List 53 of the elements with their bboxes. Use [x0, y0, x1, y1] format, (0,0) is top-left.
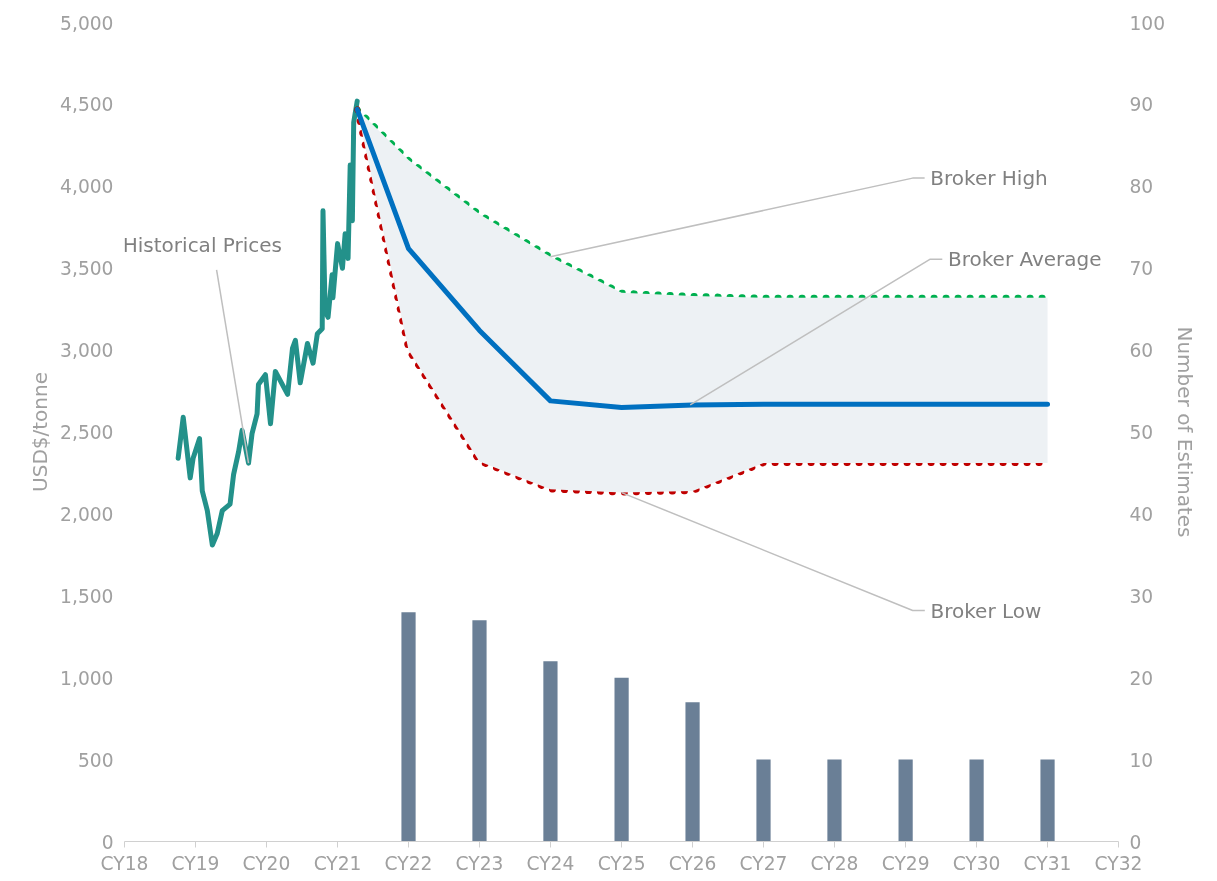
annotation: Broker Average	[947, 247, 1102, 272]
y2-tick-label: 40	[1129, 503, 1154, 525]
y-tick-label: 0	[101, 831, 114, 853]
annotation: Historical Prices	[122, 232, 282, 257]
y-tick-label: 2,500	[60, 422, 114, 443]
y2-tick-label: 0	[1129, 831, 1142, 853]
y-tick-label: 500	[77, 749, 114, 771]
y2-tick-label: 30	[1129, 585, 1154, 607]
x-tick-label: CY23	[455, 852, 504, 874]
bar	[543, 661, 558, 842]
y-tick-label: 4,000	[60, 176, 114, 198]
y-axis-title: USD$/tonne	[28, 372, 53, 492]
y2-tick-label: 20	[1129, 667, 1154, 689]
x-tick-label: CY29	[881, 852, 930, 874]
x-tick-label: CY20	[242, 852, 291, 874]
y2-tick-label: 80	[1129, 176, 1154, 198]
y-tick-label: 1,500	[60, 585, 114, 607]
x-tick-label: CY28	[810, 852, 859, 874]
y2-tick-label: 90	[1129, 94, 1154, 116]
y2-tick-label: 50	[1129, 422, 1154, 443]
x-tick-label: CY30	[952, 852, 1001, 874]
bar	[614, 677, 629, 842]
x-tick-label: CY22	[384, 852, 433, 874]
y2-tick-label: 60	[1129, 340, 1154, 362]
y-tick-label: 2,000	[60, 503, 114, 525]
bar	[472, 620, 487, 842]
y-tick-label: 5,000	[60, 12, 114, 34]
bar	[756, 759, 771, 842]
y2-tick-label: 70	[1129, 258, 1154, 280]
x-tick-label: CY32	[1094, 852, 1143, 874]
y2-axis-title: Number of Estimates	[1173, 326, 1198, 538]
annotation: Broker High	[930, 166, 1048, 191]
bar	[401, 612, 416, 842]
annotation: Broker Low	[930, 598, 1042, 623]
bar	[685, 702, 700, 842]
x-tick-label: CY27	[739, 852, 788, 874]
bar	[1040, 759, 1055, 842]
bar	[898, 759, 913, 842]
y2-tick-label: 10	[1129, 749, 1154, 771]
y-tick-label: 3,500	[60, 258, 114, 280]
y-tick-label: 4,500	[60, 94, 114, 116]
x-tick-label: CY21	[313, 852, 362, 874]
y-tick-label: 1,000	[60, 667, 114, 689]
x-tick-label: CY31	[1023, 852, 1072, 874]
y-tick-label: 3,000	[60, 340, 114, 362]
y2-tick-label: 100	[1129, 12, 1166, 34]
x-tick-label: CY19	[171, 852, 220, 874]
x-tick-label: CY24	[526, 852, 575, 874]
x-tick-label: CY26	[668, 852, 717, 874]
x-tick-label: CY18	[100, 852, 149, 874]
x-tick-label: CY25	[597, 852, 646, 874]
bar	[827, 759, 842, 842]
bar	[969, 759, 984, 842]
